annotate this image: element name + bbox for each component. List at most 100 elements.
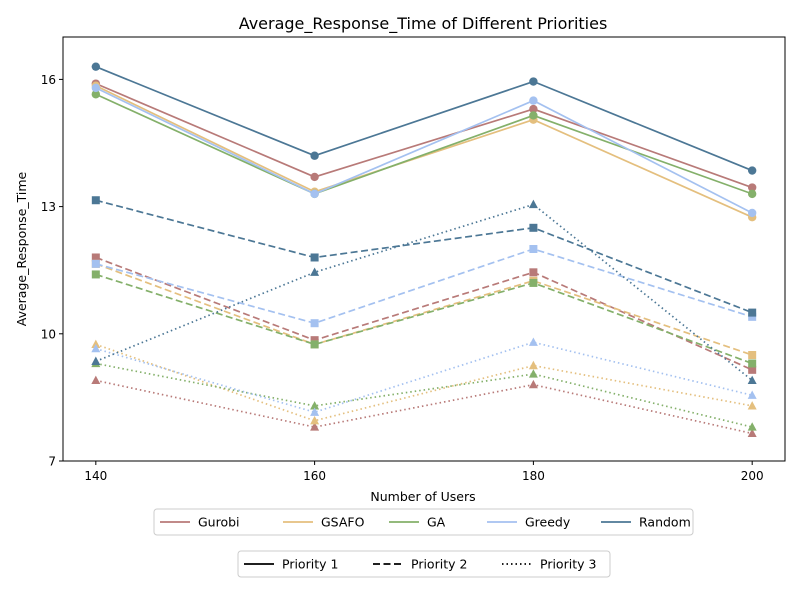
data-point (529, 268, 538, 277)
data-point (748, 351, 757, 359)
axes-frame (62, 36, 786, 462)
data-point (91, 343, 101, 353)
y-axis-ticks: 7 10 13 16 (41, 73, 63, 469)
data-point (747, 390, 757, 399)
series-gurobi-priority-2 (91, 253, 757, 374)
x-tick-label: 140 (84, 469, 107, 483)
y-tick-label: 7 (48, 455, 56, 469)
series-greedy-priority-2 (91, 245, 757, 328)
data-point (747, 401, 757, 410)
data-point (91, 62, 101, 71)
data-point (528, 199, 538, 209)
series-random-priority-2 (91, 196, 757, 317)
series-line (95, 65, 753, 172)
legend-priorities: Priority 1 Priority 2 Priority 3 (237, 550, 611, 578)
data-point (529, 245, 538, 253)
x-axis-label: Number of Users (370, 489, 475, 504)
series-line (95, 84, 753, 218)
data-point (747, 428, 757, 438)
data-point (310, 151, 319, 160)
data-point (91, 339, 101, 348)
series-greedy-priority-1 (91, 83, 757, 218)
series-random-priority-3 (91, 199, 757, 385)
series-line (95, 263, 753, 356)
legend-label: Greedy (525, 515, 571, 530)
series-line (95, 256, 753, 371)
legend-label: Random (639, 515, 691, 530)
series-line (95, 87, 753, 214)
data-point (91, 196, 100, 205)
data-point (91, 253, 100, 262)
data-point (91, 83, 101, 93)
y-axis-label: Average_Response_Time (14, 171, 29, 326)
series-line (95, 199, 753, 314)
data-point (529, 111, 538, 120)
data-point (747, 375, 757, 385)
data-point (528, 379, 538, 389)
series-gurobi-priority-3 (91, 375, 757, 438)
legend-label: Priority 3 (540, 557, 596, 572)
data-point (310, 319, 319, 328)
x-axis-ticks: 140 160 180 200 (84, 461, 764, 483)
data-point (528, 360, 538, 370)
data-point (748, 308, 757, 317)
series-line (95, 203, 753, 382)
data-point (91, 270, 100, 279)
series-line (95, 248, 753, 325)
y-tick-label: 10 (41, 327, 56, 341)
data-point (528, 337, 538, 346)
legend-priorities-box (237, 550, 611, 578)
data-point (91, 375, 101, 385)
legend-label: Priority 1 (282, 557, 338, 572)
data-point (529, 77, 538, 86)
data-point (529, 278, 538, 287)
data-point (529, 104, 538, 114)
y-tick-label: 16 (41, 73, 56, 87)
series-line (95, 379, 753, 435)
data-point (748, 365, 757, 374)
data-point (91, 259, 100, 268)
data-point (310, 336, 319, 345)
legend-methods: Gurobi GSAFO GA Greedy Random (153, 508, 694, 536)
series-line (95, 273, 753, 365)
data-point (310, 340, 319, 349)
data-point (310, 401, 320, 410)
data-point (529, 223, 538, 232)
data-point (528, 369, 538, 378)
x-tick-label: 200 (741, 469, 764, 483)
data-point (529, 96, 538, 105)
x-tick-label: 180 (522, 469, 545, 483)
data-point (91, 356, 101, 365)
data-point (310, 253, 319, 262)
plot-area (91, 62, 757, 438)
data-point (747, 166, 757, 175)
data-point (310, 189, 319, 199)
legend-label: GSAFO (321, 515, 365, 530)
series-ga-priority-2 (91, 270, 757, 368)
series-gsafo-priority-3 (91, 339, 757, 425)
data-point (310, 267, 320, 276)
series-line (95, 362, 753, 428)
legend-label: GA (427, 515, 446, 530)
legend-label: Gurobi (198, 515, 240, 530)
legend-methods-box (153, 508, 694, 536)
series-gsafo-priority-1 (91, 81, 757, 222)
data-point (747, 189, 757, 199)
series-random-priority-1 (91, 62, 757, 175)
data-point (310, 422, 320, 431)
data-point (91, 90, 101, 99)
data-point (747, 183, 757, 192)
series-line (95, 341, 753, 414)
series-ga-priority-3 (91, 358, 757, 431)
data-point (310, 415, 320, 425)
data-point (310, 407, 320, 416)
y-tick-label: 13 (41, 200, 56, 214)
data-point (310, 172, 319, 182)
data-point (748, 312, 757, 321)
series-greedy-priority-3 (91, 337, 757, 416)
series-line (95, 82, 753, 189)
chart-title: Average_Response_Time of Different Prior… (239, 14, 608, 34)
x-tick-label: 160 (303, 469, 326, 483)
data-point (747, 422, 757, 431)
